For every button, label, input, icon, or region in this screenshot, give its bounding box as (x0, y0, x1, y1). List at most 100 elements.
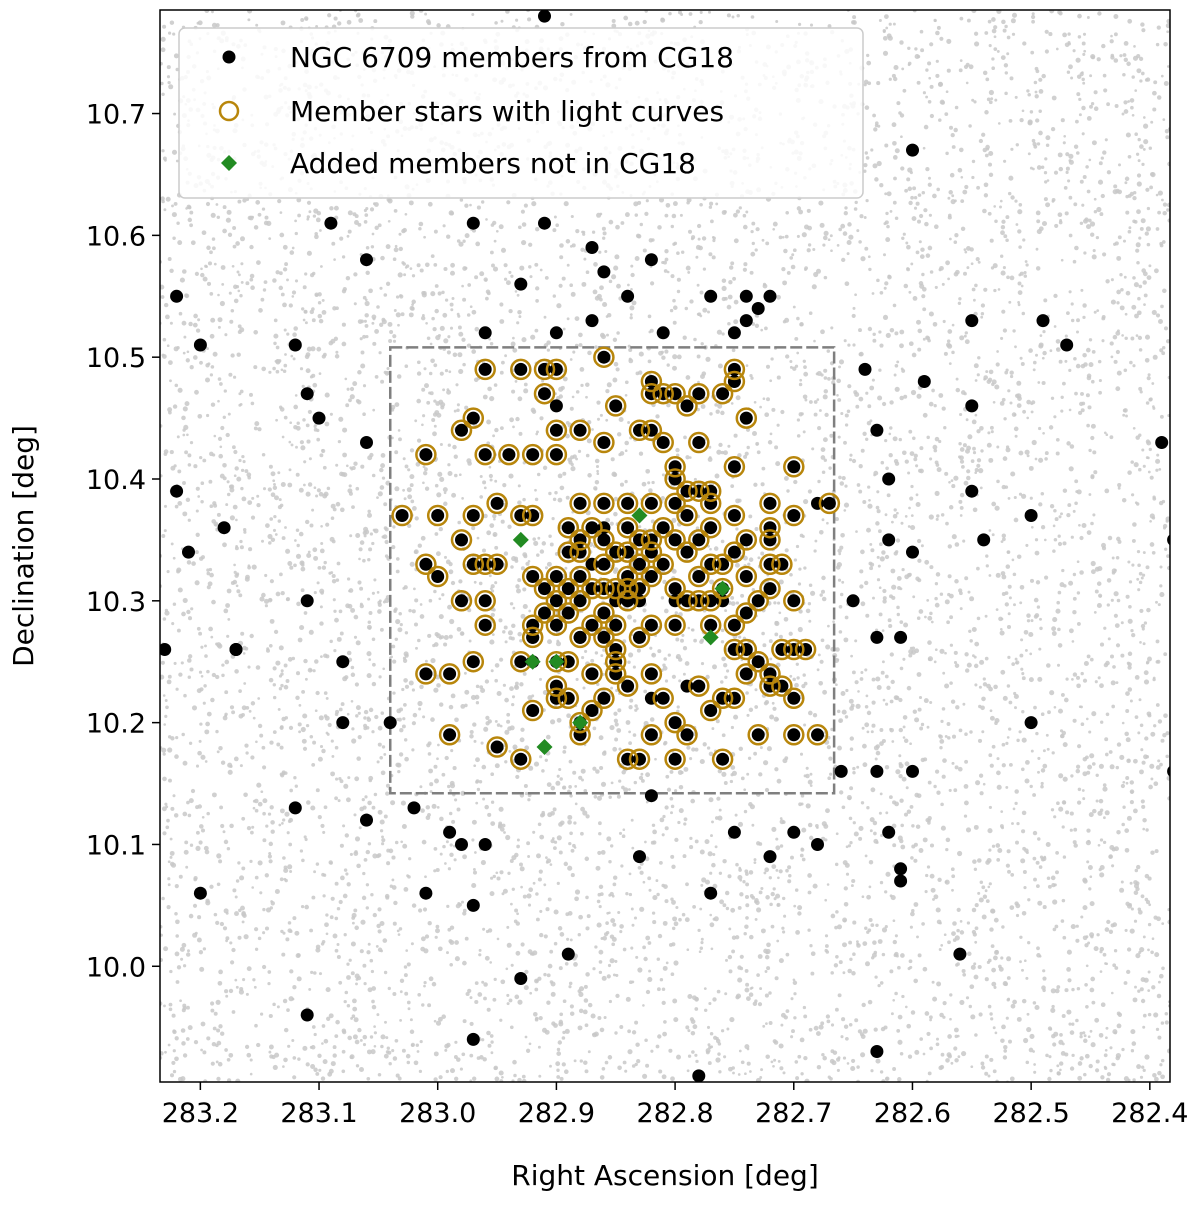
background-star (616, 331, 620, 335)
background-star (680, 638, 684, 643)
background-star (315, 944, 321, 950)
background-star (974, 903, 979, 908)
background-star (174, 504, 179, 509)
background-star (403, 497, 407, 501)
background-star (996, 445, 1000, 449)
background-star (298, 704, 302, 707)
background-star (562, 376, 568, 382)
background-star (873, 127, 878, 132)
background-star (715, 409, 720, 414)
background-star (466, 313, 471, 317)
background-star (594, 487, 598, 491)
background-star (228, 291, 232, 295)
background-star (373, 202, 379, 207)
background-star (249, 1058, 253, 1062)
background-star (206, 281, 212, 286)
background-star (735, 862, 739, 867)
background-star (721, 285, 727, 291)
background-star (864, 580, 869, 586)
background-star (666, 363, 670, 367)
background-star (1037, 900, 1043, 906)
background-star (907, 1054, 913, 1059)
background-star (356, 756, 361, 761)
background-star (386, 848, 391, 853)
background-star (695, 526, 700, 530)
background-star (272, 278, 277, 283)
background-star (916, 538, 922, 544)
background-star (988, 753, 993, 758)
background-star (1088, 158, 1092, 162)
background-star (456, 312, 460, 316)
background-star (581, 281, 587, 287)
background-star (987, 885, 991, 889)
background-star (167, 80, 171, 85)
background-star (1086, 189, 1091, 194)
background-star (407, 523, 412, 529)
background-star (565, 433, 570, 439)
background-star (1157, 759, 1161, 763)
background-star (433, 1077, 438, 1082)
background-star (197, 20, 203, 26)
background-star (305, 17, 309, 21)
background-star (569, 358, 573, 361)
background-star (683, 822, 687, 826)
background-star (1104, 488, 1110, 494)
background-star (488, 574, 492, 578)
background-star (696, 283, 700, 287)
background-star (1137, 159, 1141, 163)
background-star (805, 773, 810, 779)
background-star (357, 580, 362, 585)
background-star (860, 1052, 866, 1058)
background-star (333, 16, 338, 21)
background-star (1138, 284, 1143, 289)
background-star (1093, 470, 1098, 475)
background-star (882, 401, 887, 407)
background-star (775, 461, 781, 467)
background-star (908, 341, 914, 347)
background-star (403, 965, 408, 969)
background-star (330, 503, 336, 509)
background-star (359, 949, 364, 954)
background-star (325, 932, 329, 936)
background-star (350, 665, 355, 670)
background-star (1132, 808, 1138, 814)
background-star (423, 467, 428, 472)
background-star (810, 951, 816, 957)
background-star (865, 694, 869, 698)
background-star (488, 473, 493, 479)
background-star (843, 1024, 849, 1029)
background-star (624, 449, 628, 453)
background-star (420, 535, 426, 541)
background-star (325, 987, 331, 993)
background-star (877, 939, 883, 944)
background-star (539, 268, 543, 272)
background-star (1004, 591, 1009, 595)
background-star (361, 895, 367, 901)
background-star (462, 960, 467, 966)
background-star (507, 871, 511, 875)
background-star (552, 497, 557, 502)
background-star (543, 972, 547, 977)
background-star (1082, 771, 1088, 777)
background-star (638, 775, 644, 781)
background-star (944, 651, 947, 655)
background-star (874, 121, 879, 126)
background-star (939, 1064, 945, 1070)
background-star (398, 927, 403, 931)
background-star (941, 707, 946, 711)
background-star (815, 1031, 821, 1037)
background-star (805, 608, 811, 614)
background-star (783, 914, 787, 918)
background-star (409, 10, 415, 16)
background-star (457, 325, 462, 330)
background-star (310, 1064, 316, 1069)
background-star (1090, 423, 1096, 429)
background-star (1019, 935, 1023, 939)
background-star (818, 409, 822, 412)
background-star (852, 343, 856, 347)
background-star (368, 611, 373, 615)
background-star (687, 270, 691, 274)
background-star (514, 684, 519, 689)
background-star (859, 569, 864, 574)
background-star (977, 356, 981, 360)
